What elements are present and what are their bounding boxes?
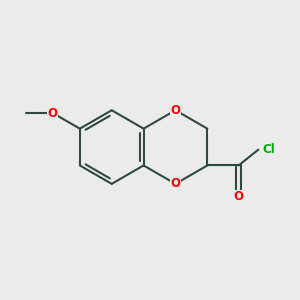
Text: O: O (234, 190, 244, 203)
Text: O: O (48, 106, 58, 119)
Text: Cl: Cl (263, 143, 275, 156)
Text: O: O (170, 177, 181, 190)
Text: O: O (170, 104, 181, 117)
